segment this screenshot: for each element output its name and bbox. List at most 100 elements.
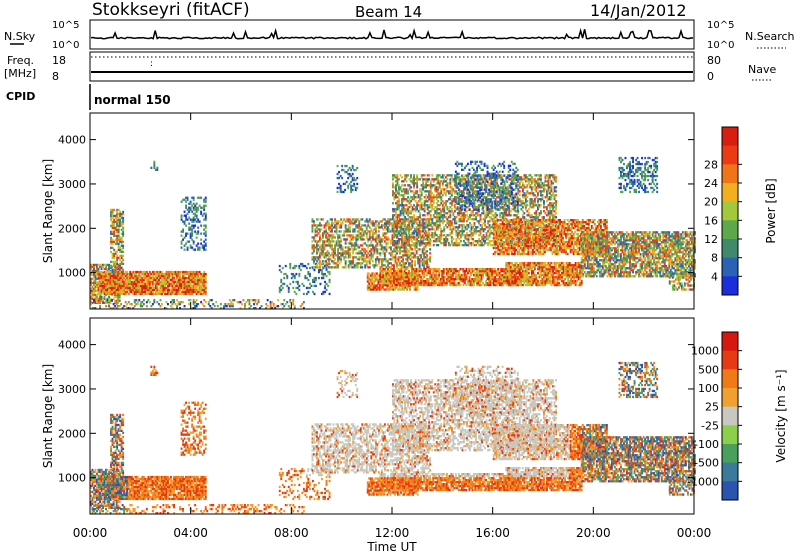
range-time-cell — [417, 196, 420, 199]
range-time-cell — [375, 272, 378, 275]
range-time-cell — [195, 206, 198, 209]
range-time-cell — [302, 307, 305, 310]
range-time-cell — [402, 258, 405, 261]
range-time-cell — [451, 282, 454, 285]
range-time-cell — [494, 272, 497, 275]
range-time-cell — [192, 290, 195, 294]
range-time-cell — [436, 283, 439, 287]
range-time-cell — [437, 224, 440, 227]
range-time-cell — [419, 188, 422, 191]
range-time-cell — [164, 274, 166, 278]
range-time-cell — [440, 234, 443, 237]
range-time-cell — [302, 264, 305, 268]
range-time-cell — [374, 238, 377, 241]
range-time-cell — [144, 290, 147, 294]
range-time-cell — [382, 228, 385, 231]
range-time-cell — [405, 192, 408, 195]
range-time-cell — [443, 214, 446, 217]
range-time-cell — [399, 210, 402, 213]
range-time-cell — [380, 283, 383, 287]
range-time-cell — [479, 216, 482, 219]
range-time-cell — [192, 226, 195, 229]
range-time-cell — [139, 270, 142, 274]
range-time-cell — [349, 256, 352, 259]
range-time-cell — [324, 290, 327, 294]
range-time-cell — [173, 280, 176, 284]
range-time-cell — [439, 270, 442, 273]
range-time-cell — [204, 290, 207, 294]
range-time-cell — [186, 196, 189, 199]
range-time-cell — [108, 288, 111, 292]
range-time-cell — [423, 184, 426, 187]
range-time-cell — [120, 248, 123, 251]
range-time-cell — [167, 276, 169, 280]
range-time-cell — [100, 295, 103, 298]
range-time-cell — [448, 274, 451, 277]
range-time-cell — [253, 299, 256, 302]
range-time-cell — [343, 230, 346, 233]
range-time-cell — [182, 278, 185, 282]
range-time-cell — [450, 283, 453, 287]
range-time-cell — [161, 290, 163, 294]
range-time-cell — [512, 268, 515, 271]
range-time-cell — [470, 234, 473, 237]
range-time-cell — [413, 286, 416, 289]
range-time-cell — [479, 224, 482, 227]
range-time-cell — [118, 295, 121, 298]
range-time-cell — [479, 230, 482, 233]
range-time-cell — [497, 272, 500, 275]
range-time-cell — [419, 224, 422, 227]
range-time-cell — [340, 258, 343, 261]
range-time-cell — [412, 234, 415, 237]
range-time-cell — [489, 274, 492, 277]
range-time-cell — [209, 305, 212, 308]
range-time-cell — [471, 283, 474, 287]
range-time-cell — [185, 242, 188, 245]
range-time-cell — [150, 288, 153, 292]
range-time-cell — [448, 270, 451, 273]
range-time-cell — [376, 224, 379, 227]
range-time-cell — [198, 248, 201, 251]
range-time-cell — [445, 272, 448, 275]
range-time-cell — [370, 258, 373, 261]
range-time-cell — [248, 301, 251, 304]
range-time-cell — [204, 248, 207, 251]
range-time-cell — [486, 274, 489, 277]
range-time-cell — [478, 238, 481, 241]
range-time-cell — [124, 284, 127, 288]
range-time-cell — [338, 258, 341, 261]
range-time-cell — [471, 282, 474, 285]
range-time-cell — [122, 220, 125, 224]
range-time-cell — [153, 166, 156, 169]
range-time-cell — [197, 196, 200, 199]
range-time-cell — [361, 248, 364, 251]
range-time-cell — [408, 270, 411, 273]
range-time-cell — [423, 208, 426, 211]
range-time-cell — [182, 288, 185, 292]
range-time-cell — [438, 283, 441, 287]
range-time-cell — [322, 292, 325, 296]
range-time-cell — [480, 272, 483, 275]
range-time-cell — [403, 276, 406, 279]
range-time-cell — [350, 244, 353, 247]
range-time-cell — [118, 297, 121, 300]
range-time-cell — [435, 220, 438, 223]
range-time-cell — [99, 263, 102, 267]
range-time-cell — [100, 278, 103, 282]
range-time-cell — [331, 252, 334, 255]
range-time-cell — [425, 182, 428, 185]
range-time-cell — [463, 218, 465, 221]
range-time-cell — [473, 218, 476, 221]
range-time-cell — [114, 234, 117, 237]
range-time-cell — [165, 301, 168, 304]
range-time-cell — [435, 208, 438, 211]
range-time-cell — [422, 214, 425, 217]
range-time-cell — [450, 232, 453, 235]
range-time-cell — [335, 224, 338, 227]
range-time-cell — [420, 230, 423, 233]
range-time-cell — [385, 288, 387, 291]
range-time-cell — [460, 240, 462, 243]
range-time-cell — [197, 220, 200, 223]
range-time-cell — [475, 196, 478, 199]
range-time-cell — [195, 202, 198, 205]
